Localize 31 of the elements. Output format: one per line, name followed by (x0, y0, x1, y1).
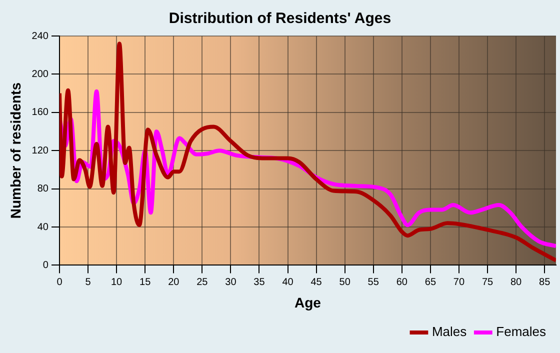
x-tick-label: 50 (339, 276, 351, 288)
y-axis-title: Number of residents (7, 82, 24, 219)
x-tick-label: 80 (510, 276, 522, 288)
legend-label: Males (432, 324, 468, 340)
x-tick-label: 30 (225, 276, 237, 288)
x-tick-label: 20 (168, 276, 180, 288)
x-tick-label: 60 (396, 276, 408, 288)
x-tick-label: 65 (424, 276, 436, 288)
x-tick-label: 75 (482, 276, 494, 288)
x-tick-label: 15 (140, 276, 152, 288)
line-series (59, 42, 556, 262)
y-tick-label: 40 (37, 222, 49, 233)
x-tick-label: 25 (196, 276, 208, 288)
y-tick-label: 80 (37, 184, 49, 195)
x-tick-label: 5 (85, 276, 92, 288)
x-axis-title: Age (294, 294, 322, 310)
x-tick-label: 35 (254, 276, 266, 288)
x-tick-label: 0 (56, 276, 63, 288)
chart-title: Distribution of Residents' Ages (168, 10, 392, 28)
x-tick-label: 70 (453, 276, 465, 288)
x-tick-label: 55 (368, 276, 380, 288)
legend-label: Females (496, 324, 546, 340)
x-tick-label: 45 (310, 276, 322, 288)
x-tick-label: 40 (282, 276, 294, 288)
x-tick-label: 10 (110, 276, 123, 288)
y-tick-label: 120 (32, 145, 49, 156)
y-tick-label: 0 (42, 260, 49, 271)
y-tick-label: 240 (32, 30, 49, 42)
y-tick-label: 200 (32, 68, 49, 80)
y-tick-label: 160 (32, 107, 49, 118)
x-tick-label: 85 (539, 276, 551, 288)
